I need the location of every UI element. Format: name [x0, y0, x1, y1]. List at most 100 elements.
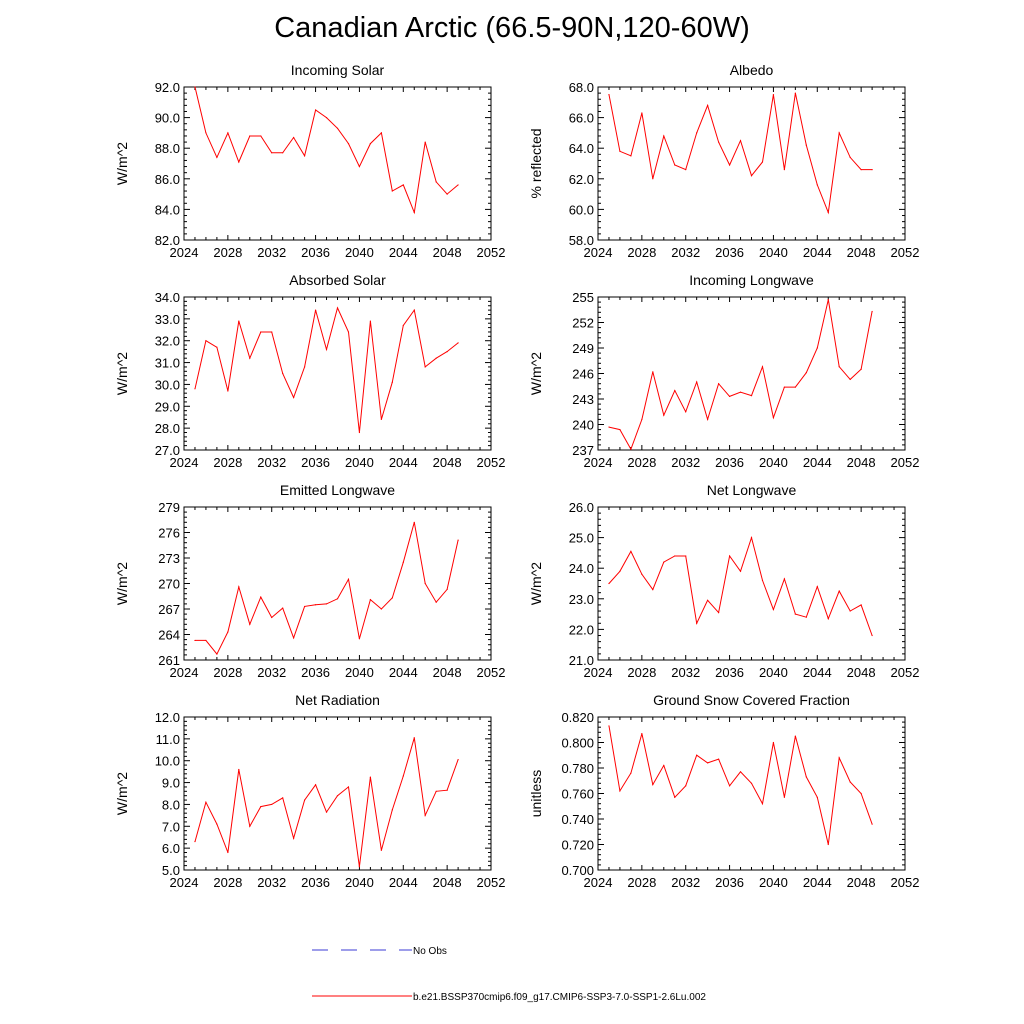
y-tick-label: 12.0 — [155, 710, 180, 725]
data-point — [435, 357, 437, 359]
x-tick-label: 2052 — [891, 875, 920, 890]
data-point — [652, 371, 654, 373]
x-tick-label: 2048 — [847, 245, 876, 260]
x-tick-label: 2048 — [433, 455, 462, 470]
data-point — [413, 737, 415, 739]
y-tick-label: 33.0 — [155, 312, 180, 327]
y-tick-label: 68.0 — [569, 80, 594, 95]
x-tick-label: 2048 — [847, 875, 876, 890]
y-tick-label: 279 — [158, 500, 180, 515]
data-point — [325, 603, 328, 605]
x-tick-label: 2036 — [301, 455, 330, 470]
series-line — [195, 522, 459, 656]
data-point — [630, 550, 632, 552]
data-point — [641, 112, 643, 114]
x-tick-label: 2032 — [671, 455, 700, 470]
data-point — [227, 132, 229, 134]
x-tick-label: 2036 — [715, 875, 744, 890]
y-tick-label: 264 — [158, 628, 180, 643]
series-line — [608, 725, 873, 845]
y-tick-label: 58.0 — [569, 233, 594, 248]
data-point — [783, 386, 785, 388]
y-tick-label: 261 — [158, 653, 180, 668]
data-point — [238, 320, 240, 322]
y-tick-label: 9.0 — [162, 776, 180, 791]
y-tick-label: 249 — [572, 341, 594, 356]
data-point — [663, 561, 665, 563]
y-tick-label: 0.720 — [561, 838, 594, 853]
y-tick-label: 21.0 — [569, 653, 594, 668]
x-tick-label: 2036 — [715, 245, 744, 260]
data-point — [205, 340, 207, 342]
series-line — [608, 92, 873, 215]
data-point — [652, 589, 654, 591]
data-point — [369, 143, 371, 145]
x-tick-label: 2028 — [627, 875, 656, 890]
x-tick-label: 2032 — [257, 245, 286, 260]
y-tick-label: 7.0 — [162, 819, 180, 834]
x-tick-label: 2052 — [891, 665, 920, 680]
y-tick-label: 86.0 — [155, 172, 180, 187]
x-tick-label: 2024 — [170, 665, 199, 680]
y-tick-label: 24.0 — [569, 561, 594, 576]
x-tick-label: 2024 — [170, 455, 199, 470]
data-point — [314, 309, 317, 311]
data-point — [216, 156, 218, 158]
y-tick-label: 0.780 — [561, 761, 594, 776]
data-point — [630, 448, 632, 450]
x-tick-label: 2040 — [345, 665, 374, 680]
x-tick-label: 2028 — [213, 455, 242, 470]
data-point — [794, 735, 796, 737]
data-point — [871, 823, 873, 825]
data-point — [707, 418, 709, 420]
x-tick-label: 2024 — [584, 875, 613, 890]
data-point — [619, 429, 621, 431]
plot-frame — [183, 716, 492, 871]
y-tick-label: 26.0 — [569, 500, 594, 515]
x-tick-label: 2032 — [671, 875, 700, 890]
data-point — [358, 165, 361, 168]
data-point — [304, 155, 306, 157]
data-point — [860, 169, 862, 171]
data-point — [391, 381, 393, 383]
x-tick-label: 2036 — [301, 665, 330, 680]
y-axis-label: W/m^2 — [114, 142, 130, 185]
data-point — [446, 351, 448, 353]
data-point — [805, 776, 807, 778]
data-point — [608, 725, 610, 727]
data-point — [238, 768, 240, 771]
data-point — [849, 378, 851, 381]
data-point — [630, 772, 632, 774]
data-point — [608, 94, 610, 96]
plot-frame — [597, 86, 906, 241]
x-tick-label: 2052 — [477, 455, 506, 470]
data-point — [783, 796, 785, 798]
data-point — [402, 324, 404, 327]
y-tick-label: 66.0 — [569, 111, 594, 126]
plot-frame — [183, 296, 492, 451]
data-point — [293, 396, 295, 399]
y-tick-label: 6.0 — [162, 841, 180, 856]
data-point — [227, 631, 229, 633]
data-point — [728, 395, 731, 398]
data-point — [282, 797, 284, 799]
series-line — [194, 306, 459, 433]
x-tick-label: 2044 — [389, 455, 418, 470]
data-point — [696, 132, 698, 134]
y-tick-label: 10.0 — [155, 754, 180, 769]
data-point — [619, 790, 621, 792]
data-point — [216, 346, 218, 348]
y-axis-label: % reflected — [528, 128, 544, 198]
x-tick-label: 2036 — [715, 455, 744, 470]
x-tick-label: 2028 — [627, 245, 656, 260]
y-axis-label: unitless — [528, 770, 544, 817]
x-tick-label: 2024 — [170, 245, 199, 260]
data-point — [271, 803, 273, 806]
data-point — [696, 622, 698, 624]
data-point — [652, 178, 654, 180]
x-tick-label: 2048 — [847, 455, 876, 470]
y-tick-label: 27.0 — [155, 443, 180, 458]
data-point — [358, 638, 361, 640]
y-tick-label: 0.820 — [561, 710, 594, 725]
data-point — [282, 607, 284, 609]
